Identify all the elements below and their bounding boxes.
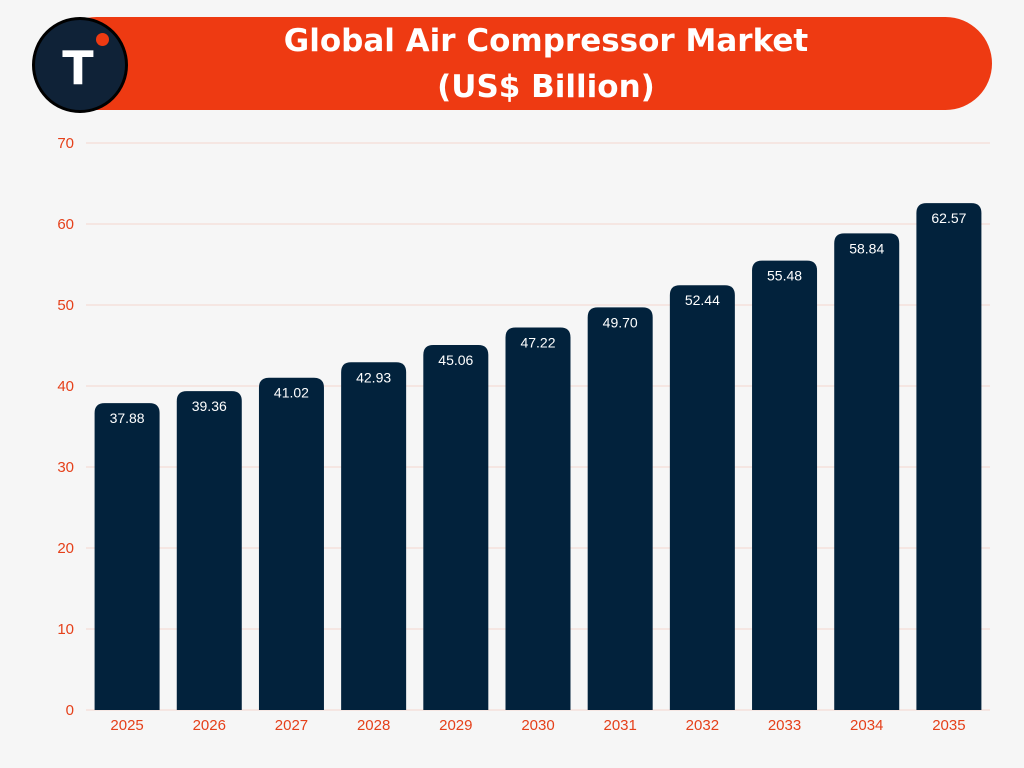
bar-value-label: 58.84	[849, 240, 884, 256]
x-tick-label: 2025	[110, 717, 143, 734]
x-tick-label: 2032	[686, 717, 719, 734]
x-tick-label: 2035	[932, 717, 965, 734]
chart-title-line-2: (US$ Billion)	[437, 68, 655, 105]
bar	[341, 362, 407, 710]
bar	[752, 260, 818, 710]
x-tick-label: 2033	[768, 717, 801, 734]
bar-value-label: 55.48	[767, 268, 802, 284]
y-tick-label: 10	[57, 621, 74, 638]
y-tick-label: 70	[57, 135, 74, 152]
x-tick-label: 2034	[850, 717, 883, 734]
y-tick-label: 30	[57, 459, 74, 476]
x-tick-label: 2028	[357, 717, 390, 734]
bar	[916, 203, 982, 711]
bar	[834, 233, 900, 710]
x-tick-label: 2030	[521, 717, 554, 734]
logo-dot-icon	[96, 33, 109, 46]
x-tick-label: 2026	[193, 717, 226, 734]
y-tick-label: 40	[57, 378, 74, 395]
brand-logo: T	[32, 17, 128, 113]
bar-value-label: 41.02	[274, 385, 309, 401]
x-tick-label: 2031	[603, 717, 636, 734]
bar-value-label: 42.93	[356, 369, 391, 385]
bar-value-label: 52.44	[685, 292, 720, 308]
x-tick-label: 2029	[439, 717, 472, 734]
bar	[94, 403, 160, 710]
bar-value-label: 39.36	[192, 398, 227, 414]
title-banner	[50, 17, 992, 110]
bar	[587, 307, 653, 710]
y-tick-label: 0	[66, 702, 74, 719]
y-tick-label: 60	[57, 216, 74, 233]
bar-value-label: 47.22	[520, 335, 555, 351]
bar-value-label: 37.88	[110, 410, 145, 426]
bar-value-label: 49.70	[603, 314, 638, 330]
y-tick-label: 50	[57, 297, 74, 314]
x-tick-label: 2027	[275, 717, 308, 734]
chart-title: Global Air Compressor Market (US$ Billio…	[100, 17, 992, 110]
y-tick-label: 20	[57, 540, 74, 557]
logo-letter: T	[62, 41, 94, 95]
bar	[669, 285, 735, 710]
chart-title-line-1: Global Air Compressor Market	[283, 22, 809, 59]
bar-value-label: 62.57	[931, 210, 966, 226]
bar	[505, 327, 571, 710]
bar	[176, 391, 242, 710]
bar	[258, 377, 324, 710]
bar-value-label: 45.06	[438, 352, 473, 368]
bar	[423, 345, 489, 710]
